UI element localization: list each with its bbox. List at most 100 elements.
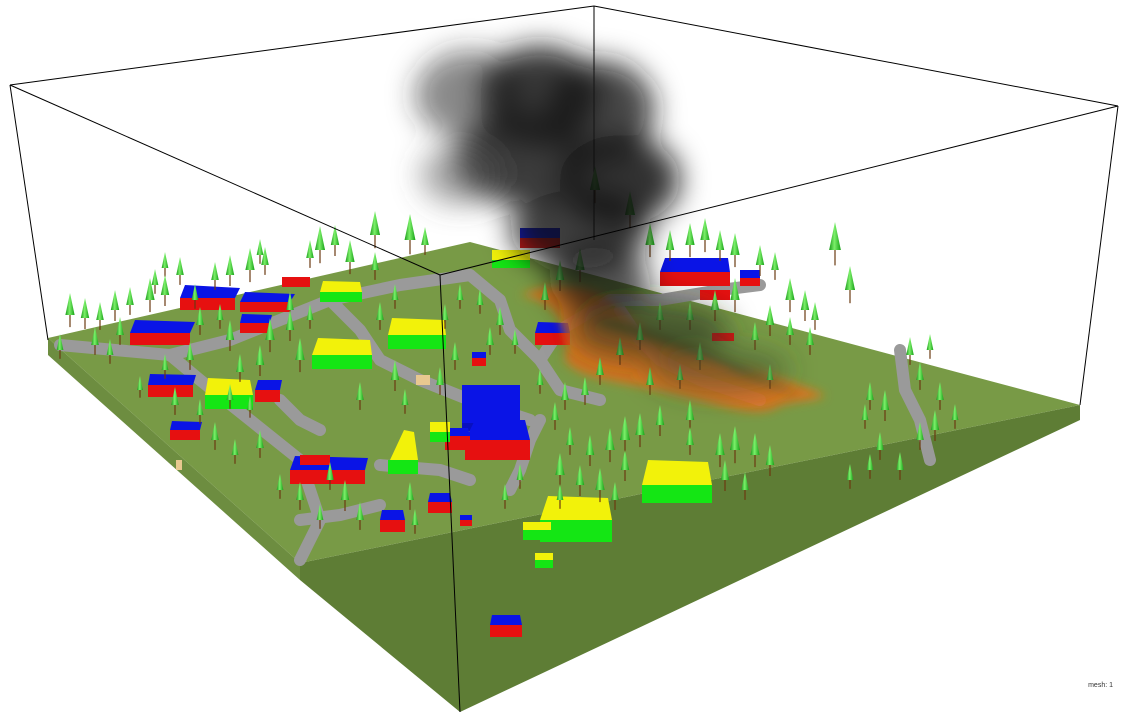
tree-canopy xyxy=(800,290,810,310)
tree-canopy xyxy=(296,482,304,500)
tree-canopy xyxy=(176,257,184,275)
building-blue-18 xyxy=(660,258,730,286)
tree-canopy xyxy=(376,302,384,320)
tree-canopy xyxy=(685,400,695,420)
tree-canopy xyxy=(330,225,340,245)
tree-canopy xyxy=(501,484,509,500)
tree-canopy xyxy=(276,474,284,490)
tree-canopy xyxy=(619,416,631,440)
tree-canopy xyxy=(160,275,170,295)
tree-canopy xyxy=(456,284,464,300)
tree-canopy xyxy=(345,240,355,262)
tree-canopy xyxy=(516,464,524,480)
tree-canopy xyxy=(476,289,484,305)
tree-canopy xyxy=(951,404,959,420)
tree-canopy xyxy=(161,252,169,268)
tree-canopy xyxy=(126,287,134,305)
tree-canopy xyxy=(551,402,559,420)
tree-canopy xyxy=(715,433,725,455)
building-yellow-8 xyxy=(523,522,551,540)
building-blue-16 xyxy=(535,322,570,345)
tree-canopy xyxy=(861,404,869,420)
building-blue-2 xyxy=(240,292,295,312)
building-blue-5 xyxy=(148,374,196,397)
tree-canopy xyxy=(211,422,219,440)
tree-canopy xyxy=(585,435,595,455)
building-blue-8 xyxy=(255,380,282,402)
tree-canopy xyxy=(926,334,934,350)
tree-canopy xyxy=(406,482,414,500)
tree-canopy xyxy=(785,278,795,300)
building-blue-13 xyxy=(490,615,522,637)
tree-canopy xyxy=(225,255,235,275)
tree-canopy xyxy=(216,304,224,320)
tree-canopy xyxy=(730,233,740,255)
tree-canopy xyxy=(566,427,574,445)
building-blue-20 xyxy=(740,270,760,286)
tree-canopy xyxy=(421,227,429,245)
building-blue-12 xyxy=(428,493,452,513)
tree-canopy xyxy=(441,304,449,320)
building-blue-6 xyxy=(170,421,202,440)
tree-canopy xyxy=(720,460,730,480)
building-blue-3 xyxy=(130,320,195,345)
tree-canopy xyxy=(369,211,381,235)
building-blue-15 xyxy=(472,352,486,366)
tree-canopy xyxy=(729,426,741,450)
tree-canopy xyxy=(306,240,314,258)
tree-canopy xyxy=(151,269,159,285)
tree-canopy xyxy=(655,405,665,425)
tree-canopy xyxy=(715,230,725,250)
tree-canopy xyxy=(286,292,294,310)
tree-canopy xyxy=(665,230,675,250)
tree-canopy xyxy=(844,266,856,290)
tree-canopy xyxy=(225,320,235,340)
tree-canopy xyxy=(186,342,194,360)
tree-canopy xyxy=(916,422,924,440)
tree-canopy xyxy=(646,367,654,385)
tree-canopy xyxy=(247,396,253,410)
buildings xyxy=(130,228,760,637)
tree-canopy xyxy=(145,278,155,300)
tree-canopy xyxy=(611,482,619,500)
tree-canopy xyxy=(110,290,120,310)
tree-canopy xyxy=(401,389,409,405)
tree-canopy xyxy=(226,384,234,400)
tree-canopy xyxy=(191,284,199,300)
building-blue-11 xyxy=(380,510,405,532)
tree-canopy xyxy=(575,465,585,485)
tree-canopy xyxy=(256,239,264,255)
tree-canopy xyxy=(436,367,444,385)
tree-canopy xyxy=(536,369,544,385)
building-blue-9 xyxy=(465,420,530,460)
tree-canopy xyxy=(496,307,504,325)
tree-canopy xyxy=(605,428,615,450)
building-yellow-4 xyxy=(320,281,362,302)
tree-canopy xyxy=(710,290,720,310)
tree-canopy xyxy=(404,214,416,240)
tree-canopy xyxy=(56,334,64,350)
tree-canopy xyxy=(391,284,399,300)
tree-canopy xyxy=(326,462,334,480)
tree-canopy xyxy=(880,390,890,410)
tree-canopy xyxy=(306,304,314,320)
tree-canopy xyxy=(80,298,90,318)
tree-canopy xyxy=(486,327,494,345)
tree-canopy xyxy=(876,432,884,450)
building-blue-1 xyxy=(180,285,240,310)
building-yellow-1 xyxy=(205,378,253,409)
tree-canopy xyxy=(829,222,841,250)
building-blue-14 xyxy=(460,515,472,526)
tree-canopy xyxy=(936,382,944,400)
tree-canopy xyxy=(786,317,794,335)
tree-canopy xyxy=(561,382,569,400)
tree-canopy xyxy=(255,345,265,365)
building-yellow-6 xyxy=(642,460,712,503)
tree-canopy xyxy=(511,329,519,345)
building-yellow-7 xyxy=(540,496,612,542)
tree-canopy xyxy=(411,509,419,525)
tree-canopy xyxy=(806,327,814,345)
building-yellow-11 xyxy=(388,430,418,474)
tree-canopy xyxy=(751,322,759,340)
